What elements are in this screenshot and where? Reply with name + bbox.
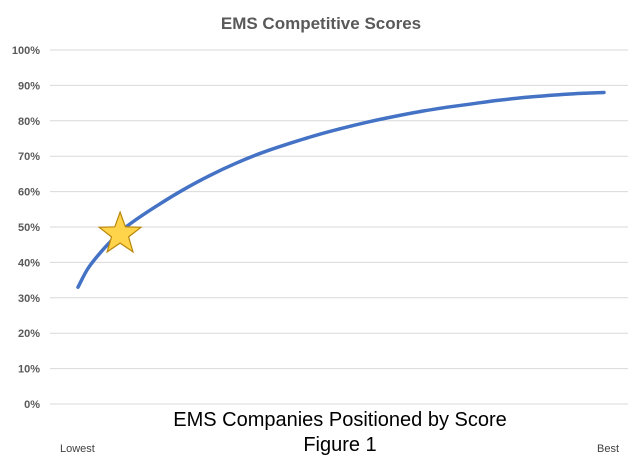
x-start-label: Lowest <box>60 443 95 455</box>
y-tick-label: 80% <box>18 116 40 128</box>
figure-caption: Figure 1 <box>303 434 376 456</box>
y-tick-label: 0% <box>24 399 40 411</box>
y-tick-label: 50% <box>18 222 40 234</box>
y-tick-label: 20% <box>18 328 40 340</box>
y-axis-ticks: 0% 10% 20% 30% 40% 50% 60% 70% 80% 90% 100% <box>12 45 40 411</box>
y-tick-label: 60% <box>18 187 40 199</box>
y-tick-label: 40% <box>18 257 40 269</box>
y-tick-label: 30% <box>18 293 40 305</box>
star-marker <box>97 210 143 254</box>
gridlines <box>50 49 628 405</box>
x-end-label: Best <box>597 443 619 455</box>
y-tick-label: 100% <box>12 45 40 57</box>
y-tick-label: 10% <box>18 364 40 376</box>
x-axis-label: EMS Companies Positioned by Score <box>173 409 507 431</box>
series-line <box>76 90 606 289</box>
chart-title: EMS Competitive Scores <box>221 14 421 33</box>
y-tick-label: 70% <box>18 151 40 163</box>
y-tick-label: 90% <box>18 80 40 92</box>
